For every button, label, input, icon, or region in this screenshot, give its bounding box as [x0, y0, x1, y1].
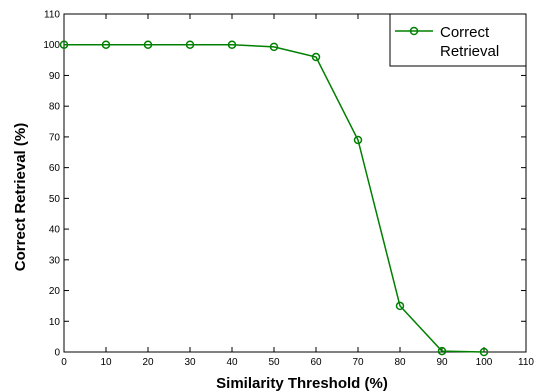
- x-tick-label: 10: [100, 357, 112, 368]
- y-axis-title: Correct Retrieval (%): [12, 123, 29, 271]
- data-point: [269, 42, 279, 52]
- data-point: [101, 40, 111, 49]
- x-tick-label: 80: [394, 357, 406, 368]
- y-tick-label: 30: [49, 255, 61, 266]
- x-tick-label: 40: [226, 357, 238, 368]
- x-tick-label: 0: [61, 357, 67, 368]
- data-point: [395, 301, 405, 311]
- axis-ticks: 0 10 20 30 40 50 60 70 80 90 100 110 0 10 20 30 40 50 60 70…: [43, 10, 534, 369]
- legend-box: [389, 13, 527, 67]
- y-tick-label: 100: [43, 40, 60, 51]
- x-tick-label: 70: [352, 357, 364, 368]
- y-tick-label: 20: [49, 286, 61, 297]
- y-tick-label: 80: [49, 102, 61, 113]
- y-tick-label: 0: [54, 348, 60, 359]
- plot-area: [63, 13, 527, 353]
- legend: Correct Retrieval: [389, 13, 527, 67]
- y-tick-label: 50: [49, 194, 61, 205]
- x-tick-label: 90: [436, 357, 448, 368]
- data-point: [311, 52, 321, 62]
- data-point: [143, 40, 153, 49]
- series-line: [64, 43, 485, 353]
- data-point: [437, 346, 447, 356]
- x-tick-label: 50: [268, 357, 280, 368]
- x-tick-label: 110: [518, 357, 534, 368]
- data-series: [59, 40, 489, 357]
- y-tick-label: 60: [49, 163, 61, 174]
- x-tick-label: 20: [142, 357, 154, 368]
- legend-label-line2: Retrieval: [440, 43, 499, 60]
- legend-marker: [409, 26, 419, 36]
- y-tick-label: 40: [49, 225, 61, 236]
- y-tick-label: 90: [49, 71, 61, 82]
- data-point: [227, 40, 237, 49]
- data-point: [353, 135, 363, 145]
- data-point: [59, 40, 69, 49]
- x-tick-label: 100: [476, 357, 493, 368]
- y-tick-label: 70: [49, 132, 61, 143]
- y-tick-label: 110: [44, 10, 60, 21]
- plot-border: [63, 13, 527, 353]
- data-point: [479, 347, 489, 357]
- data-point: [185, 40, 195, 49]
- y-tick-label: 10: [49, 317, 61, 328]
- x-tick-label: 30: [184, 357, 196, 368]
- legend-label-line1: Correct: [440, 24, 490, 41]
- x-axis-title: Similarity Threshold (%): [216, 375, 388, 392]
- x-tick-label: 60: [310, 357, 322, 368]
